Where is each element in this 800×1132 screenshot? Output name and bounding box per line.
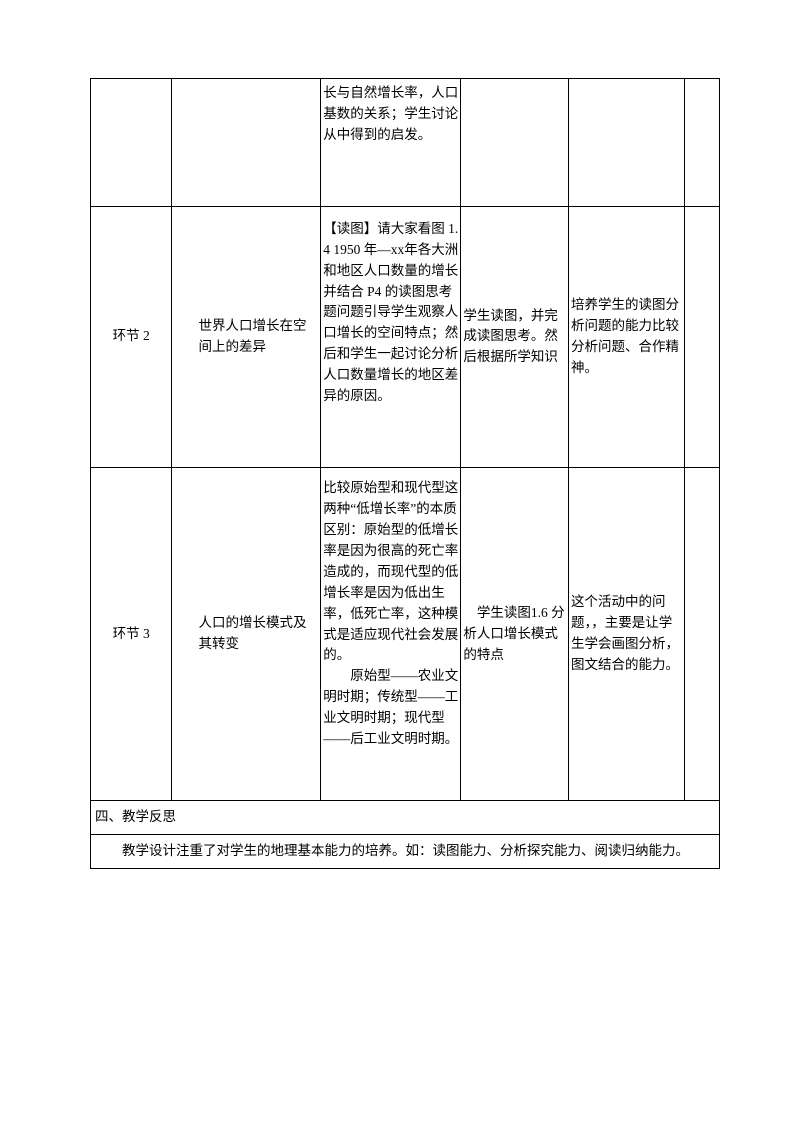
cell-extra <box>685 206 720 467</box>
reflection-text: 教学设计注重了对学生的地理基本能力的培养。如：读图能力、分析探究能力、阅读归纳能… <box>91 834 720 868</box>
cell-intent <box>568 79 684 207</box>
cell-stage <box>91 79 172 207</box>
cell-topic <box>172 79 321 207</box>
section-title-row: 四、教学反思 <box>91 801 720 835</box>
reflection-row: 教学设计注重了对学生的地理基本能力的培养。如：读图能力、分析探究能力、阅读归纳能… <box>91 834 720 868</box>
cell-student-activity: 学生读图，并完成读图思考。然后根据所学知识 <box>461 206 569 467</box>
cell-intent: 这个活动中的问题，，主要是让学生学会画图分析，图文结合的能力。 <box>568 468 684 801</box>
table-row: 环节 3 人口的增长模式及其转变 比较原始型和现代型这两种“低增长率”的本质区别… <box>91 468 720 801</box>
cell-extra <box>685 79 720 207</box>
cell-stage: 环节 2 <box>91 206 172 467</box>
cell-stage: 环节 3 <box>91 468 172 801</box>
cell-intent: 培养学生的读图分析问题的能力比较分析问题、合作精神。 <box>568 206 684 467</box>
cell-student-activity <box>461 79 569 207</box>
cell-teacher-activity: 【读图】请大家看图 1.4 1950 年—xx年各大洲和地区人口数量的增长并结合… <box>321 206 461 467</box>
table-row: 环节 2 世界人口增长在空间上的差异 【读图】请大家看图 1.4 1950 年—… <box>91 206 720 467</box>
cell-topic: 世界人口增长在空间上的差异 <box>172 206 321 467</box>
page-container: 长与自然增长率，人口基数的关系；学生讨论从中得到的启发。 环节 2 世界人口增长… <box>0 0 800 869</box>
cell-topic: 人口的增长模式及其转变 <box>172 468 321 801</box>
cell-student-activity: 学生读图1.6 分析人口增长模式的特点 <box>461 468 569 801</box>
cell-teacher-activity: 比较原始型和现代型这两种“低增长率”的本质区别：原始型的低增长率是因为很高的死亡… <box>321 468 461 801</box>
cell-extra <box>685 468 720 801</box>
cell-teacher-activity: 长与自然增长率，人口基数的关系；学生讨论从中得到的启发。 <box>321 79 461 207</box>
section-title: 四、教学反思 <box>91 801 720 835</box>
table-row: 长与自然增长率，人口基数的关系；学生讨论从中得到的启发。 <box>91 79 720 207</box>
lesson-table: 长与自然增长率，人口基数的关系；学生讨论从中得到的启发。 环节 2 世界人口增长… <box>90 78 720 869</box>
